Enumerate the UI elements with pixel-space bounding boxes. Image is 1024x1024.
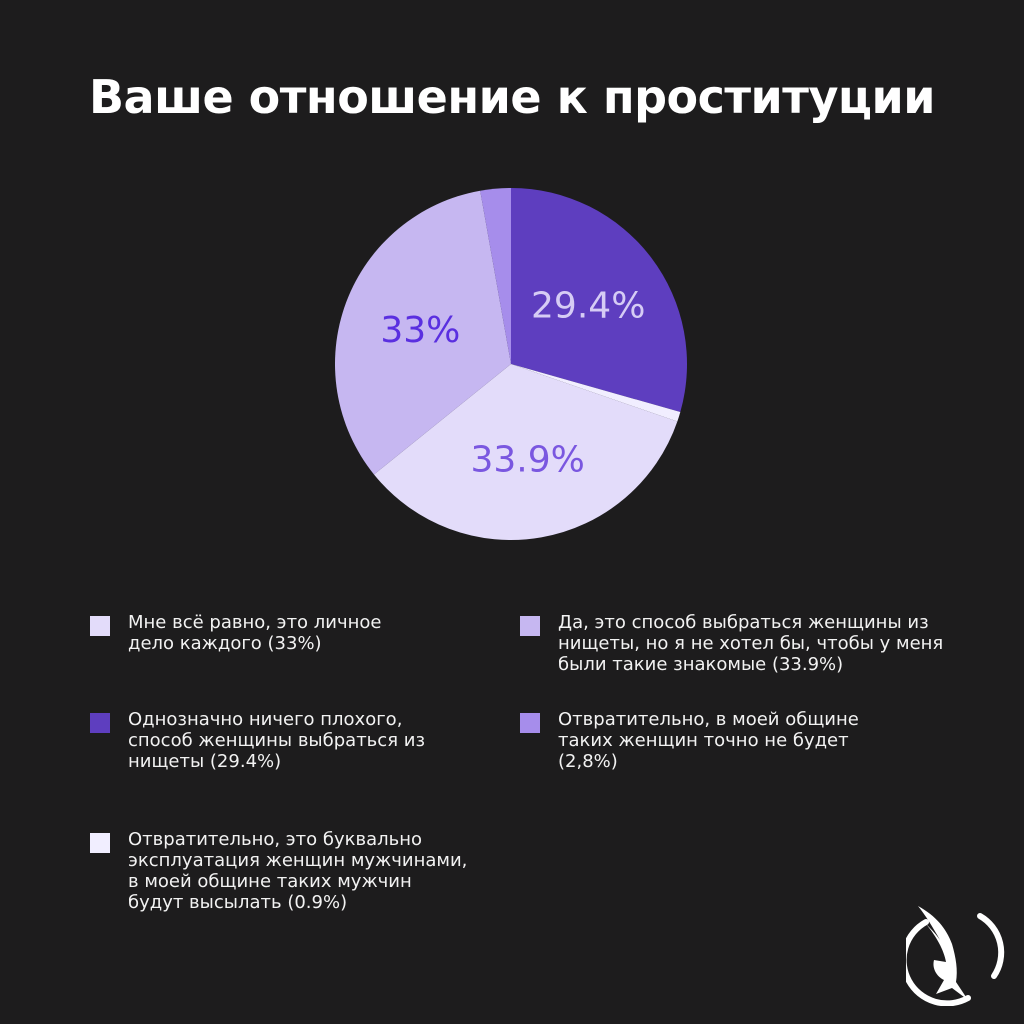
legend-item-disgusting-men: Отвратительно, это буквально эксплуатаци…	[90, 829, 470, 913]
legend-item-yes-but: Да, это способ выбраться женщины из нище…	[520, 612, 950, 675]
legend-swatch	[520, 616, 540, 636]
legend-label: Отвратительно, в моей общине таких женщи…	[558, 709, 859, 772]
pie-slice	[335, 190, 511, 475]
eagle-circle-logo-icon	[906, 906, 1005, 1006]
legend-label: Однозначно ничего плохого, способ женщин…	[128, 709, 426, 772]
chart-title: Ваше отношение к проституции	[88, 70, 936, 124]
pie-chart: 29.4% 33.9% 33%	[335, 188, 688, 541]
pie-value-label: 33.9%	[470, 439, 584, 480]
legend-swatch	[520, 713, 540, 733]
legend-item-disgusting-women: Отвратительно, в моей общине таких женщи…	[520, 709, 900, 772]
pie-slice	[373, 364, 678, 541]
legend-label: Мне всё равно, это личное дело каждого (…	[128, 612, 382, 654]
legend-label: Да, это способ выбраться женщины из нище…	[558, 612, 944, 675]
pie-slice	[480, 188, 511, 364]
legend-item-nothing-bad: Однозначно ничего плохого, способ женщин…	[90, 709, 440, 772]
pie-slice	[511, 364, 681, 422]
pie-slice	[511, 188, 688, 413]
legend-swatch	[90, 833, 110, 853]
pie-value-label: 33%	[380, 310, 460, 351]
legend-swatch	[90, 713, 110, 733]
legend-swatch	[90, 616, 110, 636]
pie-value-label: 29.4%	[531, 286, 645, 327]
legend-item-indifferent: Мне всё равно, это личное дело каждого (…	[90, 612, 430, 654]
legend-label: Отвратительно, это буквально эксплуатаци…	[128, 829, 468, 913]
